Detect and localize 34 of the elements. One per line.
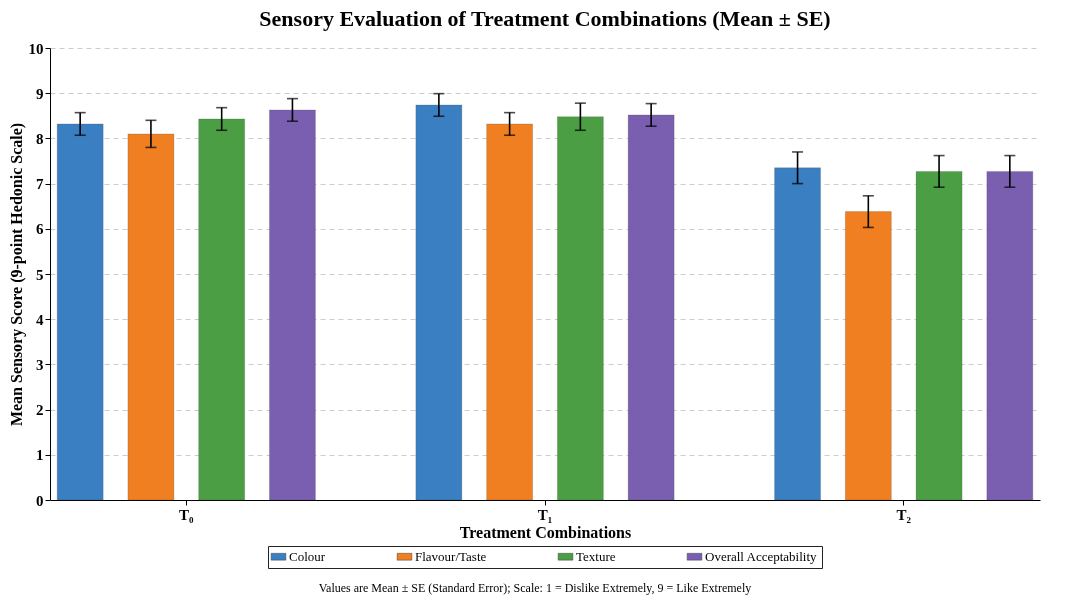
y-tick-label: 7 (36, 176, 44, 193)
bar (486, 123, 533, 501)
y-tick-label: 6 (36, 221, 44, 238)
y-tick-label: 10 (28, 40, 44, 57)
bar (127, 133, 175, 501)
y-axis-title: Mean Sensory Score (9-point Hedonic Scale) (7, 122, 26, 427)
bar (557, 116, 604, 501)
y-tick-label: 1 (36, 447, 44, 464)
bar (627, 114, 675, 501)
text: Values are Mean ± SE (Standard Error); Scale: 1 = Dislike Extremely, 9 = Like Extremely (317, 581, 753, 595)
x-axis-title: Treatment Combinations (459, 523, 632, 541)
x-tick-label: T₁ (537, 506, 553, 523)
bar (845, 211, 892, 501)
bar (198, 118, 245, 501)
y-tick-label: 0 (36, 492, 44, 509)
bar (774, 167, 821, 501)
bar (915, 171, 963, 501)
legend-label: Texture (576, 548, 616, 564)
y-tick-label: 8 (36, 130, 44, 147)
y-tick-label: 3 (36, 356, 44, 373)
bar (415, 104, 463, 501)
chart-title: Sensory Evaluation of Treatment Combinations (Mean ± SE) (259, 6, 831, 31)
x-tick-label: T₂ (896, 506, 912, 523)
bar (269, 109, 316, 501)
y-tick-label: 2 (36, 402, 44, 419)
legend-label: Flavour/Taste (415, 548, 487, 564)
bar (56, 123, 104, 501)
x-tick-label: T₀ (179, 506, 195, 523)
y-tick-label: 9 (36, 85, 44, 102)
y-tick-label: 5 (36, 266, 44, 283)
legend-label: Overall Acceptability (705, 548, 818, 564)
y-tick-label: 4 (36, 311, 44, 328)
legend-label: Colour (289, 548, 326, 564)
bar (986, 171, 1034, 501)
